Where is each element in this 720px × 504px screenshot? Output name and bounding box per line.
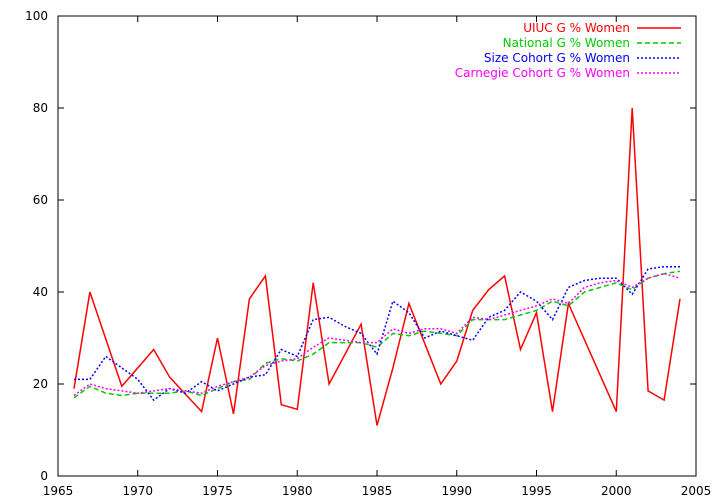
x-tick-label: 1995	[521, 484, 552, 498]
x-tick-label: 2005	[681, 484, 712, 498]
series-line-4	[73, 272, 681, 397]
y-tick-label: 20	[33, 377, 48, 391]
series-lines	[73, 107, 681, 426]
series-line-2	[73, 270, 681, 399]
y-tick-label: 40	[33, 285, 48, 299]
legend-label: UIUC G % Women	[523, 21, 630, 35]
y-tick-label: 60	[33, 193, 48, 207]
x-tick-label: 1980	[282, 484, 313, 498]
y-tick-label: 100	[25, 9, 48, 23]
series-line-1	[73, 107, 681, 426]
legend-label: Size Cohort G % Women	[484, 51, 630, 65]
legend-label: National G % Women	[503, 36, 630, 50]
x-tick-label: 1985	[362, 484, 393, 498]
x-tick-label: 1990	[441, 484, 472, 498]
x-tick-label: 1970	[122, 484, 153, 498]
y-tick-label: 80	[33, 101, 48, 115]
x-tick-label: 1965	[43, 484, 74, 498]
legend-label: Carnegie Cohort G % Women	[455, 66, 630, 80]
x-tick-label: 1975	[202, 484, 233, 498]
x-tick-label: 2000	[601, 484, 632, 498]
plot-frame	[57, 15, 697, 477]
series-line-3	[74, 265, 680, 402]
y-tick-label: 0	[40, 469, 48, 483]
axes: 1965 1970 1975 1980 1985 1990 1995 2000 2005 0 20 4…	[25, 9, 711, 498]
